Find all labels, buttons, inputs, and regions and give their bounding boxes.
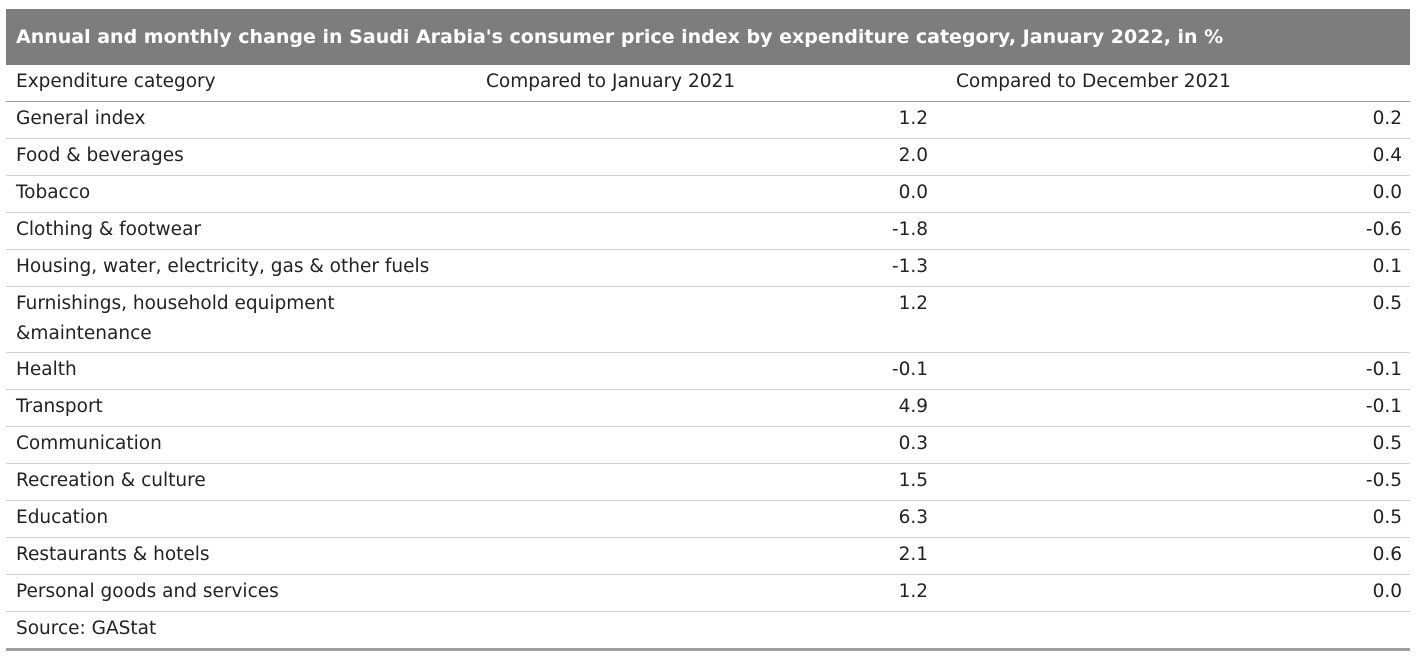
table-row: Communication 0.3 0.5 xyxy=(6,426,1410,464)
category-cell: General index xyxy=(6,101,468,139)
category-cell: Food & beverages xyxy=(6,138,468,176)
monthly-change-cell: 0.6 xyxy=(936,537,1410,575)
table-title: Annual and monthly change in Saudi Arabi… xyxy=(6,9,1410,65)
table-row: Transport 4.9 -0.1 xyxy=(6,389,1410,427)
table-row: General index 1.2 0.2 xyxy=(6,101,1410,139)
annual-change-cell: 1.2 xyxy=(468,101,936,139)
category-cell: Transport xyxy=(6,389,468,427)
annual-change-cell: 1.2 xyxy=(468,286,936,353)
category-cell: Health xyxy=(6,352,468,390)
table-row: Clothing & footwear -1.8 -0.6 xyxy=(6,212,1410,250)
table-row: Tobacco 0.0 0.0 xyxy=(6,175,1410,213)
monthly-change-cell: -0.5 xyxy=(936,463,1410,501)
category-cell: Furnishings, household equipment &mainte… xyxy=(6,286,468,353)
column-header-vs-december-2021: Compared to December 2021 xyxy=(936,65,1410,102)
table-row: Restaurants & hotels 2.1 0.6 xyxy=(6,537,1410,575)
table-row: Education 6.3 0.5 xyxy=(6,500,1410,538)
annual-change-cell: -1.3 xyxy=(468,249,936,287)
monthly-change-cell: 0.0 xyxy=(936,574,1410,612)
category-cell: Personal goods and services xyxy=(6,574,468,612)
annual-change-cell: 0.3 xyxy=(468,426,936,464)
monthly-change-cell: 0.5 xyxy=(936,286,1410,353)
annual-change-cell: 1.5 xyxy=(468,463,936,501)
monthly-change-cell: 0.5 xyxy=(936,500,1410,538)
monthly-change-cell: 0.5 xyxy=(936,426,1410,464)
category-cell: Restaurants & hotels xyxy=(6,537,468,575)
monthly-change-cell: 0.0 xyxy=(936,175,1410,213)
monthly-change-cell: 0.2 xyxy=(936,101,1410,139)
column-header-vs-january-2021: Compared to January 2021 xyxy=(468,65,936,102)
monthly-change-cell: 0.1 xyxy=(936,249,1410,287)
header-row: Expenditure category Compared to January… xyxy=(6,65,1410,102)
table-row: Personal goods and services 1.2 0.0 xyxy=(6,574,1410,612)
table-row: Food & beverages 2.0 0.4 xyxy=(6,138,1410,176)
bottom-rule xyxy=(6,648,1410,651)
annual-change-cell: 4.9 xyxy=(468,389,936,427)
monthly-change-cell: -0.6 xyxy=(936,212,1410,250)
table-row: Furnishings, household equipment &mainte… xyxy=(6,286,1410,353)
category-cell: Clothing & footwear xyxy=(6,212,468,250)
category-cell: Recreation & culture xyxy=(6,463,468,501)
source-note: Source: GAStat xyxy=(16,618,157,639)
annual-change-cell: 2.1 xyxy=(468,537,936,575)
annual-change-cell: 0.0 xyxy=(468,175,936,213)
annual-change-cell: 2.0 xyxy=(468,138,936,176)
category-cell: Tobacco xyxy=(6,175,468,213)
annual-change-cell: 1.2 xyxy=(468,574,936,612)
source-row: Source: GAStat xyxy=(6,612,1410,649)
category-cell: Housing, water, electricity, gas & other… xyxy=(6,249,468,287)
annual-change-cell: -1.8 xyxy=(468,212,936,250)
table-row: Housing, water, electricity, gas & other… xyxy=(6,249,1410,287)
category-cell: Education xyxy=(6,500,468,538)
monthly-change-cell: 0.4 xyxy=(936,138,1410,176)
column-header-category: Expenditure category xyxy=(6,65,468,102)
monthly-change-cell: -0.1 xyxy=(936,389,1410,427)
cpi-table-container: Annual and monthly change in Saudi Arabi… xyxy=(6,9,1410,651)
monthly-change-cell: -0.1 xyxy=(936,352,1410,390)
annual-change-cell: 6.3 xyxy=(468,500,936,538)
cpi-table: Expenditure category Compared to January… xyxy=(6,65,1410,648)
category-cell: Communication xyxy=(6,426,468,464)
table-row: Recreation & culture 1.5 -0.5 xyxy=(6,463,1410,501)
table-row: Health -0.1 -0.1 xyxy=(6,352,1410,390)
annual-change-cell: -0.1 xyxy=(468,352,936,390)
